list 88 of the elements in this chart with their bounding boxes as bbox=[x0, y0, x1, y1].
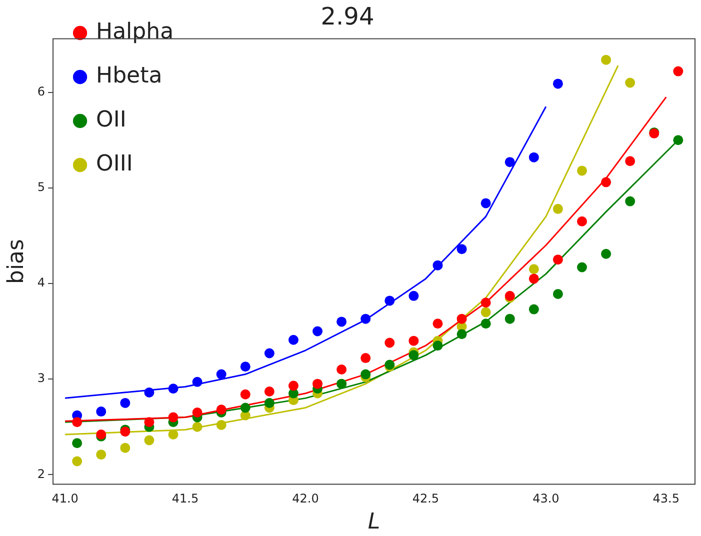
point bbox=[264, 398, 274, 408]
point bbox=[528, 264, 539, 274]
point bbox=[456, 314, 467, 324]
point bbox=[240, 362, 250, 372]
x-tick-label: 42.5 bbox=[412, 492, 440, 506]
point bbox=[312, 326, 323, 336]
point bbox=[264, 348, 274, 358]
x-tick-label: 41.0 bbox=[52, 492, 78, 506]
point bbox=[360, 314, 371, 324]
x-axis-title: L bbox=[368, 510, 380, 535]
point bbox=[576, 262, 587, 272]
point bbox=[96, 450, 106, 460]
point bbox=[312, 378, 323, 389]
point bbox=[336, 316, 347, 327]
legend-label: Halpha bbox=[96, 20, 174, 45]
point bbox=[72, 456, 82, 466]
point bbox=[168, 412, 178, 422]
point bbox=[72, 417, 82, 428]
point bbox=[625, 78, 636, 88]
point bbox=[384, 296, 395, 306]
point bbox=[552, 204, 563, 214]
x-tick-label: 43.0 bbox=[532, 492, 560, 506]
point bbox=[384, 338, 395, 348]
point bbox=[120, 442, 130, 453]
point bbox=[601, 54, 612, 65]
point bbox=[240, 389, 250, 400]
point bbox=[625, 196, 636, 206]
point bbox=[336, 364, 347, 375]
point bbox=[432, 340, 443, 351]
point bbox=[144, 417, 154, 428]
point bbox=[576, 216, 587, 226]
y-tick-label: 5 bbox=[37, 180, 46, 194]
point bbox=[673, 135, 684, 146]
point bbox=[528, 304, 539, 314]
point bbox=[576, 166, 587, 176]
y-tick-label: 3 bbox=[37, 371, 46, 386]
point bbox=[96, 406, 106, 417]
point bbox=[480, 307, 491, 318]
point bbox=[360, 369, 371, 380]
point bbox=[192, 422, 202, 432]
legend-label: OII bbox=[96, 108, 126, 133]
point bbox=[601, 248, 612, 259]
x-tick-label: 41.5 bbox=[172, 492, 199, 506]
y-tick-label: 6 bbox=[37, 84, 46, 98]
chart-title: 2.94 bbox=[320, 2, 374, 31]
point bbox=[408, 290, 419, 301]
point bbox=[432, 260, 443, 270]
point bbox=[216, 404, 226, 415]
x-tick-label: 43.5 bbox=[652, 492, 680, 506]
y-tick-label: 4 bbox=[37, 276, 46, 290]
point bbox=[552, 78, 563, 89]
point bbox=[552, 288, 563, 299]
point bbox=[456, 244, 467, 254]
point bbox=[264, 386, 274, 396]
point bbox=[528, 152, 539, 162]
point bbox=[504, 157, 515, 168]
point bbox=[192, 408, 202, 418]
point bbox=[216, 369, 226, 380]
point bbox=[288, 380, 298, 391]
point bbox=[456, 329, 467, 340]
point bbox=[216, 420, 226, 430]
point bbox=[72, 438, 82, 448]
point bbox=[432, 318, 443, 329]
point bbox=[673, 66, 684, 76]
point bbox=[168, 384, 178, 394]
point bbox=[625, 156, 636, 166]
point bbox=[168, 430, 178, 440]
point bbox=[144, 387, 154, 398]
point bbox=[552, 254, 563, 265]
point bbox=[144, 435, 154, 446]
point bbox=[408, 336, 419, 346]
point bbox=[288, 334, 298, 345]
point bbox=[504, 314, 515, 324]
point bbox=[601, 177, 612, 188]
point bbox=[192, 376, 202, 387]
point bbox=[480, 198, 491, 208]
point bbox=[408, 350, 419, 360]
point bbox=[120, 398, 130, 408]
legend-label: Hbeta bbox=[96, 64, 162, 89]
legend-label: OIII bbox=[96, 152, 133, 177]
point bbox=[480, 318, 491, 329]
point bbox=[528, 274, 539, 284]
point bbox=[360, 353, 371, 364]
point bbox=[480, 298, 491, 308]
point bbox=[240, 402, 250, 413]
y-tick-label: 2 bbox=[37, 466, 46, 481]
x-tick-label: 42.0 bbox=[292, 492, 319, 506]
y-axis-title: bias bbox=[4, 238, 29, 284]
